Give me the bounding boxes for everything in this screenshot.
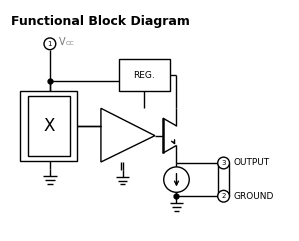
- Bar: [119, 60, 170, 91]
- Circle shape: [218, 157, 230, 169]
- Text: 2: 2: [222, 193, 226, 199]
- Bar: [20, 91, 77, 161]
- Text: X: X: [43, 117, 55, 135]
- Text: 3: 3: [221, 160, 226, 166]
- Circle shape: [44, 38, 56, 50]
- Text: Functional Block Diagram: Functional Block Diagram: [11, 15, 190, 28]
- Text: CC: CC: [65, 41, 74, 46]
- Text: V: V: [59, 37, 65, 47]
- Circle shape: [218, 190, 230, 202]
- Text: REG.: REG.: [133, 71, 155, 80]
- Text: 1: 1: [48, 41, 52, 47]
- Circle shape: [164, 167, 189, 192]
- Text: GROUND: GROUND: [234, 192, 274, 201]
- Bar: [28, 96, 69, 156]
- Text: OUTPUT: OUTPUT: [234, 159, 269, 167]
